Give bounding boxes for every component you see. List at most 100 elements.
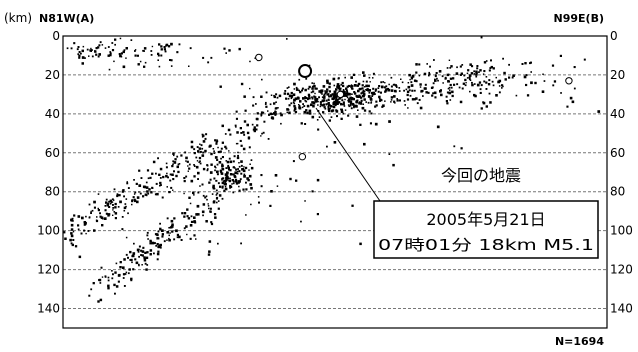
hypocenter-point [219,169,222,172]
hypocenter-point [169,59,171,61]
hypocenter-point [167,176,169,179]
hypocenter-point [432,92,435,95]
hypocenter-point [150,191,153,194]
hypocenter-point [143,256,146,259]
hypocenter-point [207,253,211,256]
hypocenter-point [444,77,447,80]
y-tick-label-right: 40 [610,107,625,121]
hypocenter-point [111,201,114,203]
hypocenter-point [312,90,315,93]
hypocenter-point [222,177,225,180]
hypocenter-point [501,87,503,89]
hypocenter-point [134,199,137,203]
hypocenter-point [385,85,388,88]
hypocenter-point [189,47,192,50]
hypocenter-point [218,161,222,164]
hypocenter-point [140,254,142,256]
hypocenter-point [238,189,241,192]
hypocenter-point [303,105,306,107]
y-tick-label-left: 0 [52,29,60,43]
hypocenter-point [242,147,246,151]
hypocenter-point [308,94,311,98]
hypocenter-point [237,173,239,175]
hypocenter-point [295,88,299,91]
hypocenter-point [143,65,146,68]
hypocenter-point [432,82,435,85]
hypocenter-point [71,243,74,247]
hypocenter-point [205,220,208,223]
hypocenter-point [363,98,366,101]
hypocenter-point [180,239,183,241]
hypocenter-point [170,65,173,67]
hypocenter-point [349,100,353,103]
hypocenter-point [406,90,410,93]
hypocenter-point [77,215,81,218]
hypocenter-point [425,91,428,94]
hypocenter-point [490,59,492,62]
hypocenter-point [229,173,233,176]
hypocenter-point [112,214,114,216]
hypocenter-point [474,94,477,98]
hypocenter-point [224,185,227,188]
hypocenter-point [148,188,151,191]
hypocenter-point [88,294,91,297]
hypocenter-point [334,102,337,105]
hypocenter-point [246,123,249,127]
hypocenter-point [108,200,110,203]
hypocenter-point [227,128,231,132]
hypocenter-point [403,100,406,102]
hypocenter-point [413,79,417,82]
hypocenter-point [216,139,218,141]
hypocenter-point [215,194,218,196]
hypocenter-point [306,104,310,108]
hypocenter-point [188,196,191,199]
hypocenter-point [204,196,207,199]
hypocenter-point [229,169,232,172]
hypocenter-point [138,169,141,172]
hypocenter-point [156,233,159,237]
hypocenter-point [573,87,576,90]
hypocenter-point [495,76,497,79]
hypocenter-point [158,173,161,176]
hypocenter-point [219,85,222,88]
hypocenter-point [91,55,94,58]
hypocenter-point [393,95,396,98]
hypocenter-point [379,98,382,102]
hypocenter-point [380,81,383,84]
hypocenter-point [238,47,241,51]
hypocenter-point [199,143,201,145]
hypocenter-point [160,45,163,48]
hypocenter-point [105,201,108,204]
hypocenter-point [99,298,103,302]
hypocenter-point [217,150,220,153]
hypocenter-point [365,89,367,91]
hypocenter-point [114,292,116,295]
hypocenter-point [90,210,92,213]
hypocenter-point [111,270,113,272]
open-circle-marker [298,152,307,161]
hypocenter-point [321,96,324,98]
hypocenter-point [172,189,174,191]
hypocenter-point [208,240,212,243]
hypocenter-point [378,95,381,99]
hypocenter-point [450,65,453,68]
hypocenter-point [187,217,191,220]
hypocenter-point [132,268,135,271]
hypocenter-point [488,79,491,82]
hypocenter-point [136,200,139,204]
hypocenter-point [160,184,162,186]
hypocenter-point [117,206,120,208]
hypocenter-point [159,222,161,225]
hypocenter-point [367,84,370,88]
hypocenter-point [208,207,210,210]
hypocenter-point [315,87,318,90]
hypocenter-point [303,110,306,114]
hypocenter-point [445,95,448,98]
hypocenter-point [464,78,467,82]
hypocenter-point [413,89,416,92]
hypocenter-point [109,199,112,202]
hypocenter-point [292,101,295,104]
hypocenter-point [104,275,107,278]
hypocenter-point [192,191,195,195]
